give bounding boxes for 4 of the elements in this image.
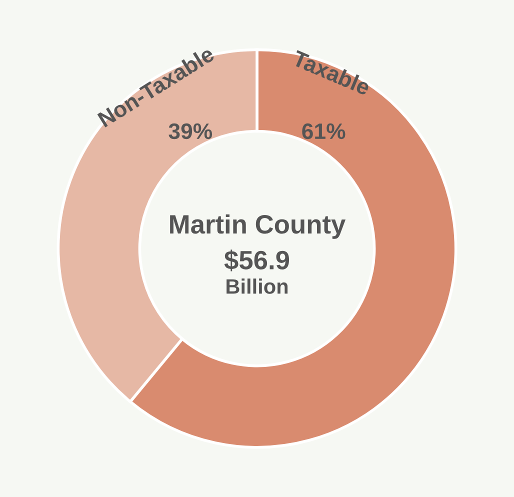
text: Martin County bbox=[170, 214, 346, 239]
text: Billion bbox=[226, 278, 288, 294]
text: $56.9 bbox=[224, 250, 290, 272]
data-label: 61% bbox=[302, 123, 346, 140]
